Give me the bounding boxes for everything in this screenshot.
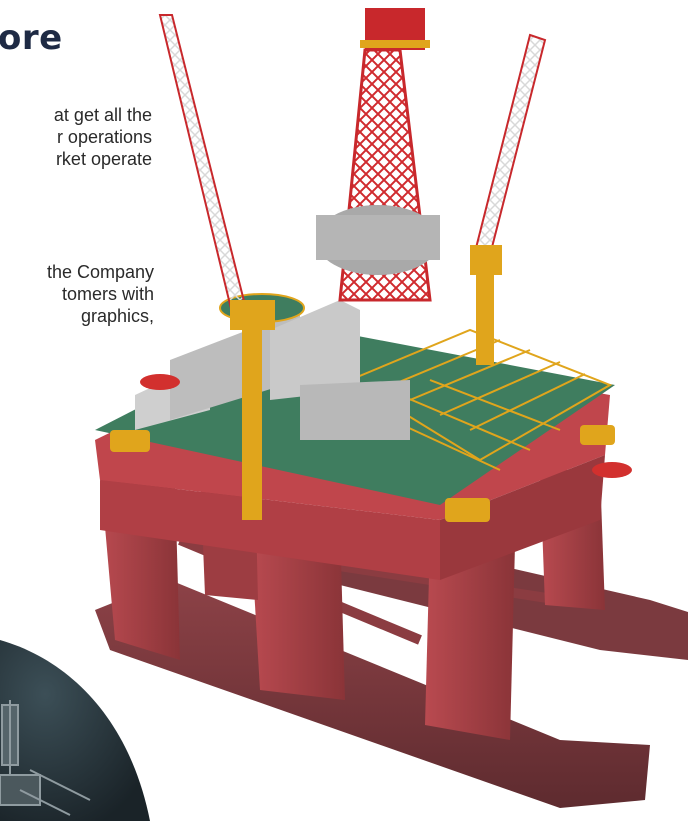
derrick xyxy=(316,8,440,302)
text-line: r operations xyxy=(56,127,152,147)
section-heading: ore xyxy=(0,18,63,58)
crane-right xyxy=(470,33,547,365)
text-line: tomers with xyxy=(61,284,154,304)
text-line: the Company xyxy=(46,262,154,282)
anchor-winches xyxy=(110,425,615,522)
intro-paragraph: at get all the r operations rket operate xyxy=(0,104,152,170)
deck-modules xyxy=(135,300,410,440)
company-paragraph: the Company tomers with graphics, xyxy=(0,261,154,327)
text-line: rket operate xyxy=(55,149,152,169)
subsea-equipment-icon xyxy=(0,700,91,816)
text-line: at get all the xyxy=(53,105,152,125)
text-line: graphics, xyxy=(80,306,154,326)
crane-left xyxy=(158,14,275,520)
lifeboats xyxy=(140,374,632,478)
pontoon-left xyxy=(95,580,650,808)
